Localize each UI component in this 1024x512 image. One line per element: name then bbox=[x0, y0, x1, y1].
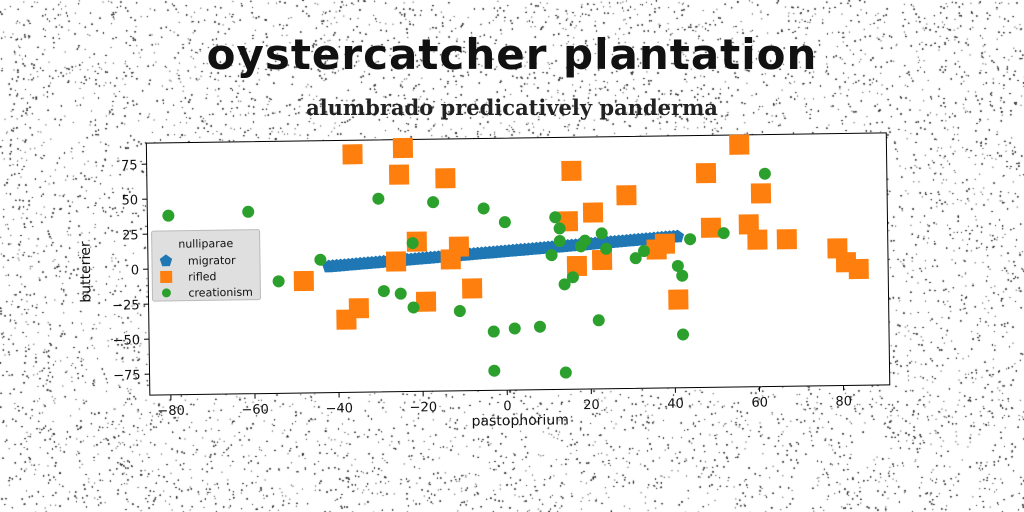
creationism-point bbox=[559, 366, 572, 379]
rifled-point bbox=[729, 134, 750, 155]
rifled-point bbox=[348, 298, 370, 319]
x-axis: −80 −60 −40 −20 0 20 40 60 80 bbox=[157, 385, 852, 419]
rifled-point bbox=[561, 160, 582, 181]
x-axis-label: pastophorium bbox=[471, 412, 569, 429]
creationism-point bbox=[600, 242, 613, 255]
rifled-point bbox=[700, 217, 722, 238]
creationism-point bbox=[487, 325, 500, 338]
creationism-point bbox=[549, 211, 562, 224]
rifled-point bbox=[750, 183, 772, 204]
rifled-point bbox=[848, 258, 869, 280]
rifled-point bbox=[747, 229, 768, 250]
creationism-point bbox=[162, 209, 175, 222]
legend-label-rifled: rifled bbox=[188, 270, 216, 283]
creationism-point bbox=[717, 227, 730, 240]
creationism-point bbox=[758, 167, 771, 180]
legend-marker-rifled bbox=[160, 270, 173, 283]
creationism-point bbox=[553, 222, 566, 235]
data-marks bbox=[162, 134, 869, 379]
x-tick-label: −40 bbox=[325, 401, 353, 416]
legend-label-migrator: migrator bbox=[188, 254, 236, 268]
rifled-point bbox=[462, 278, 483, 299]
creationism-point bbox=[272, 275, 285, 288]
x-tick-label: −80 bbox=[157, 404, 185, 419]
x-tick-label: 40 bbox=[667, 397, 684, 412]
creationism-point bbox=[677, 328, 690, 341]
rifled-point bbox=[654, 233, 676, 254]
legend-title: nulliparae bbox=[178, 237, 233, 251]
rifled-point bbox=[566, 255, 588, 277]
x-tick-label: 80 bbox=[835, 394, 852, 409]
creationism-point bbox=[671, 259, 684, 272]
rifled-point bbox=[582, 202, 604, 223]
legend-marker-migrator bbox=[159, 254, 173, 267]
y-axis: 75 50 25 0 −25 −50 −75 bbox=[112, 158, 150, 384]
creationism-point bbox=[314, 253, 327, 266]
x-tick-label: 60 bbox=[751, 396, 768, 411]
y-tick-label: −25 bbox=[112, 298, 140, 313]
x-tick-label: 20 bbox=[583, 398, 600, 413]
y-tick-label: 0 bbox=[131, 263, 139, 278]
creationism-point bbox=[595, 227, 608, 240]
creationism-point bbox=[545, 249, 558, 262]
rifled-point bbox=[440, 249, 461, 270]
legend: nulliparae migrator rifled creationism bbox=[151, 229, 262, 302]
rifled-point bbox=[695, 163, 717, 184]
creationism-point bbox=[372, 192, 385, 205]
rifled-point bbox=[738, 214, 759, 235]
rifled-point bbox=[435, 168, 456, 189]
rifled-point bbox=[342, 144, 363, 165]
rifled-point bbox=[392, 137, 414, 159]
creationism-point bbox=[553, 235, 566, 248]
creationism-point bbox=[676, 269, 689, 282]
creationism-point bbox=[407, 301, 420, 314]
x-tick-label: 0 bbox=[503, 399, 511, 414]
y-tick-label: −50 bbox=[113, 333, 141, 348]
creationism-point bbox=[377, 285, 390, 298]
rifled-point bbox=[385, 251, 407, 272]
creationism-point bbox=[629, 252, 642, 265]
rifled-point bbox=[668, 289, 689, 310]
y-tick-label: −75 bbox=[113, 368, 141, 383]
creationism-point bbox=[592, 314, 605, 327]
creationism-point bbox=[508, 322, 521, 335]
creationism-point bbox=[638, 245, 651, 258]
chart-subtitle: alumbrado predicatively panderma bbox=[306, 95, 718, 120]
chart-title: oystercatcher plantation bbox=[206, 30, 818, 79]
creationism-point bbox=[579, 234, 592, 247]
creationism-point bbox=[427, 196, 440, 209]
creationism-point bbox=[453, 305, 466, 318]
legend-label-creationism: creationism bbox=[188, 286, 253, 300]
x-tick-label: −60 bbox=[241, 402, 269, 417]
y-tick-label: 75 bbox=[121, 158, 138, 173]
creationism-point bbox=[533, 320, 546, 333]
legend-box bbox=[151, 229, 262, 302]
rifled-point bbox=[388, 164, 410, 185]
x-tick-label: −20 bbox=[410, 400, 438, 415]
creationism-point bbox=[498, 216, 511, 229]
creationism-point bbox=[242, 205, 255, 218]
rifled-point bbox=[616, 185, 637, 206]
rifled-point bbox=[293, 270, 314, 292]
y-tick-label: 50 bbox=[121, 193, 138, 208]
rifled-point bbox=[415, 291, 437, 312]
creationism-point bbox=[684, 233, 697, 246]
legend-marker-creationism bbox=[161, 288, 171, 298]
rifled-point bbox=[776, 229, 797, 250]
creationism-point bbox=[394, 287, 407, 300]
y-axis-label: butterier bbox=[78, 241, 95, 303]
y-tick-label: 25 bbox=[122, 228, 139, 243]
creationism-point bbox=[566, 271, 579, 284]
rifled-point bbox=[591, 249, 613, 271]
creationism-point bbox=[558, 278, 571, 291]
creationism-point bbox=[477, 202, 490, 215]
creationism-point bbox=[488, 364, 501, 377]
creationism-point bbox=[406, 237, 419, 250]
